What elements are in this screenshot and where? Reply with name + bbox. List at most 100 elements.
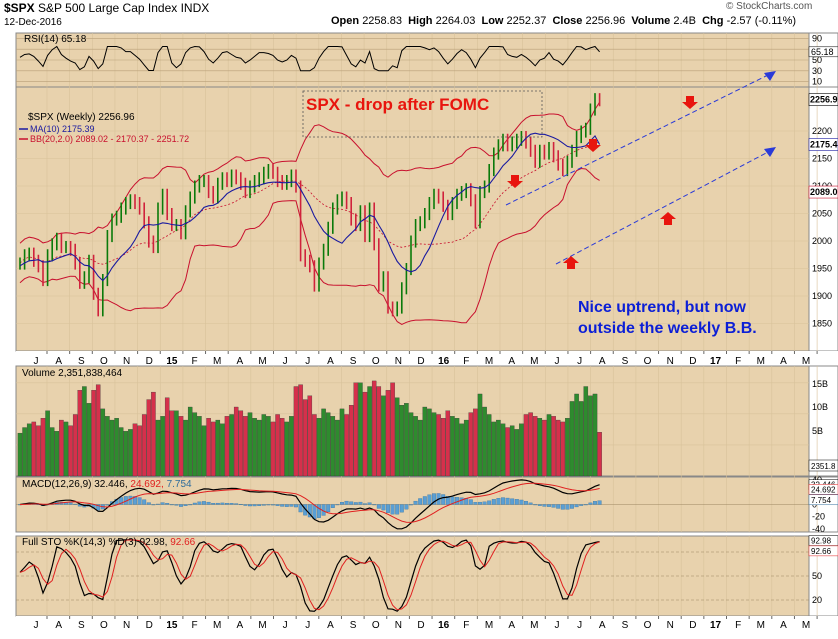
macd-tick-label: -40 [812,524,825,534]
volume-bar [394,397,400,477]
red-arrow-up [563,256,579,269]
price-ma-tag-label: 2175.4 [810,140,838,150]
macd-histogram-bar [496,498,501,505]
volume-bar [45,410,50,477]
volume-bar [86,403,92,477]
volume-bar [279,418,285,477]
xaxis-tick-label: A [599,620,606,631]
bb-middle-band [19,140,600,265]
macd-histogram-bar [312,504,317,520]
volume-bar [243,416,248,477]
xaxis-tick-label: S [622,620,629,631]
price-tick-label: 2000 [812,236,832,246]
macd-histogram-bar [372,504,377,506]
macd-line [19,479,600,530]
xaxis-tick-label: M [485,620,493,631]
xaxis-tick-label: O [644,620,652,631]
macd-histogram-bar [482,501,487,505]
trend-lower-arrow [764,147,776,157]
xaxis-tick-label: F [191,620,197,631]
volume-bar [445,410,451,477]
bb-legend: BB(20,2.0) 2089.02 - 2170.37 - 2251.72 [30,134,189,144]
price-tick-label: 2050 [812,209,832,219]
macd-histogram-bar [307,504,312,518]
macd-histogram-bar [289,504,294,507]
macd-histogram-bar [399,504,404,513]
symbol-name: S&P 500 Large Cap Index [38,1,178,15]
volume-bar [40,418,46,477]
volume-bar [128,429,133,477]
xaxis-tick-label: A [508,620,515,631]
macd-histogram-bar [570,504,574,509]
volume-value-tag-label: 2351.8 [811,462,836,471]
volume-panel-axis [808,365,838,477]
rsi-label: RSI(14) 65.18 [24,34,87,45]
price-tick-label: 1900 [812,291,832,301]
xaxis-tick-label: M [485,356,493,367]
volume-bar [114,418,119,477]
macd-histogram-bar [225,503,229,505]
macd-signal-line [19,482,600,523]
volume-bar [293,386,299,477]
volume-bar [151,391,156,477]
macd-value-tag-label: 24.692 [811,485,836,494]
volume-bar [523,414,529,477]
volume-bar [376,386,382,477]
macd-histogram-bar [450,496,455,505]
ma10-line [19,132,601,282]
volume-bar [312,414,317,477]
volume-bar [49,427,55,477]
volume-bar [367,386,372,477]
macd-value-tag [808,484,838,495]
xaxis-tick-label: D [689,356,696,367]
price-tick-label: 1850 [812,319,832,329]
volume-bar [537,418,543,477]
volume-bar [302,399,308,477]
macd-histogram-bar [165,503,170,505]
volume-bar [137,425,142,477]
volume-bar [597,432,602,477]
xaxis-tick-label: F [735,356,741,367]
macd-histogram-bar [243,504,248,506]
rsi-line [19,45,600,72]
xaxis-tick-label: J [554,356,559,367]
volume-bar [532,416,538,477]
macd-histogram-bar [386,504,390,513]
macd-histogram-bar [358,501,363,505]
macd-value-tag [808,494,838,506]
macd-histogram-bar [335,504,340,506]
bottom-xaxis-bg [16,616,838,630]
volume-bar [298,384,303,477]
rsi-panel-axis [808,32,838,88]
xaxis-tick-label: O [644,356,652,367]
xaxis-tick-label: M [802,356,810,367]
macd-histogram-bar [105,504,110,506]
xaxis-tick-label: S [78,620,85,631]
macd-histogram-bar [142,499,147,505]
xaxis-tick-label: S [622,356,629,367]
volume-bar [578,401,584,477]
xaxis-tick-label: 17 [710,356,722,367]
macd-histogram-bar [487,500,492,505]
macd-histogram-bar [556,504,561,509]
macd-histogram-bar [179,504,183,507]
xaxis-tick-label: M [258,356,266,367]
xaxis-tick-label: M [530,356,538,367]
volume-bar [201,425,207,477]
macd-histogram-bar [252,504,257,507]
xaxis-tick-label: J [34,620,39,631]
sto-d-tag [808,545,838,557]
xaxis-tick-label: J [283,620,288,631]
xaxis-tick-label: 15 [166,356,178,367]
macd-histogram-bar [363,503,367,505]
rsi-tick-label: 90 [812,33,822,43]
macd-histogram-bar [367,502,372,505]
macd-histogram-bar [238,504,243,506]
xaxis-tick-label: J [554,620,559,631]
annotation-note-line1: Nice uptrend, but now [578,299,747,316]
volume-bar [123,431,129,477]
volume-bar [583,386,589,477]
volume-bar [486,414,492,477]
xaxis-tick-label: 17 [710,620,722,631]
